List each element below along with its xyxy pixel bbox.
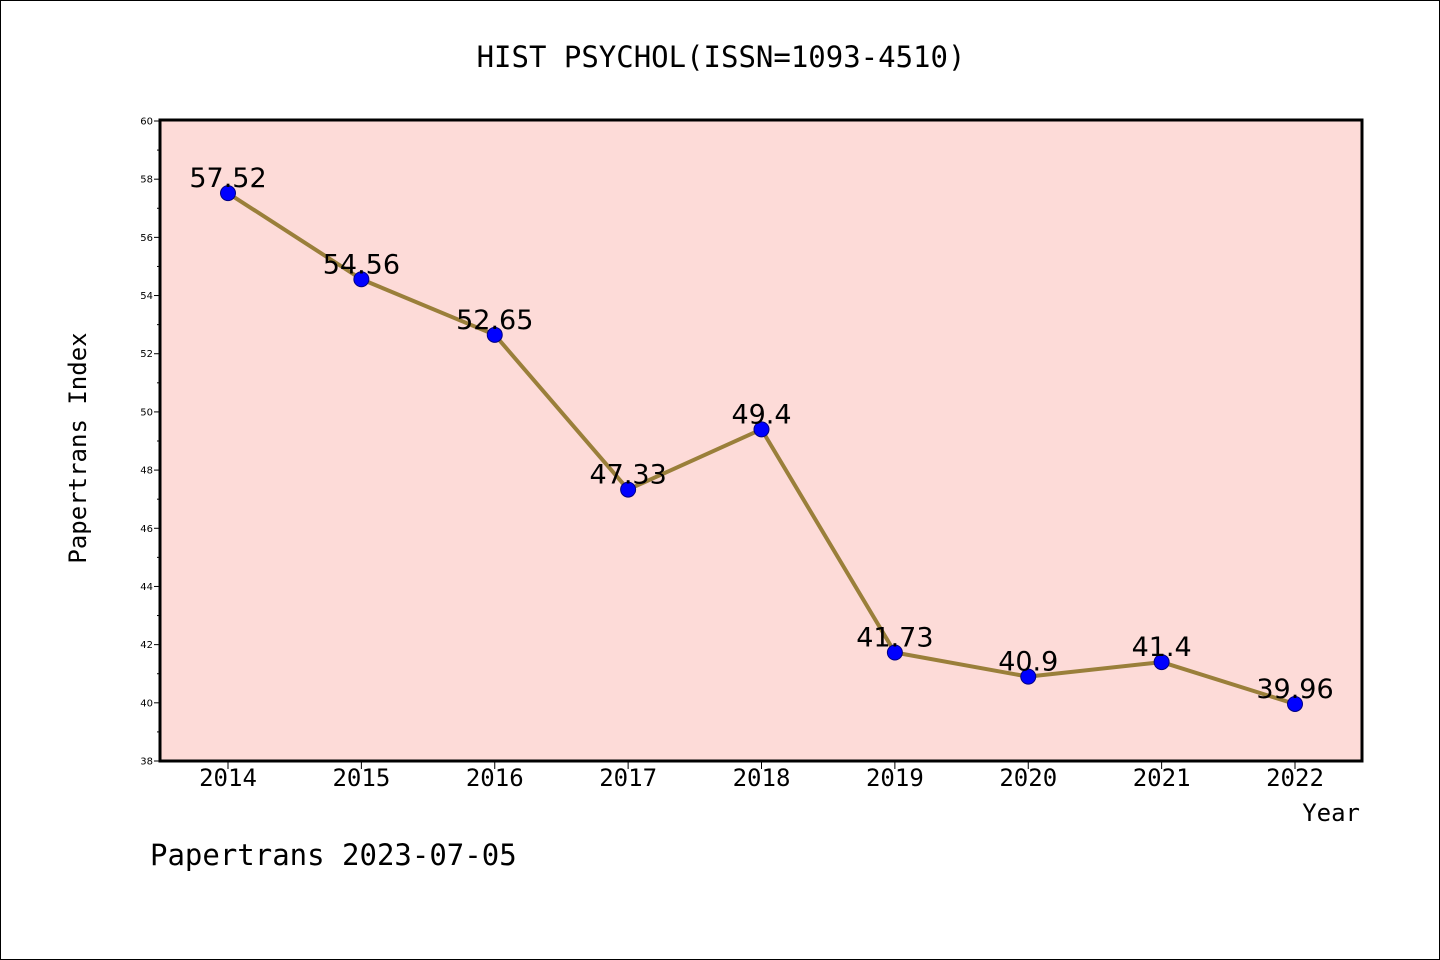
data-point <box>1153 654 1170 671</box>
x-tick-label: 2018 <box>733 764 791 792</box>
data-point <box>886 644 903 661</box>
data-label: 49.4 <box>731 399 791 430</box>
data-point <box>753 421 770 438</box>
y-tick-label: 38 <box>140 757 153 768</box>
y-tick-label: 56 <box>140 233 153 244</box>
data-point <box>220 185 236 202</box>
data-label: 47.33 <box>589 460 666 491</box>
data-label: 54.56 <box>323 249 400 280</box>
data-point <box>620 481 637 498</box>
x-tick-label: 2022 <box>1266 764 1324 792</box>
data-label: 41.73 <box>856 622 933 653</box>
x-tick-label: 2014 <box>199 764 257 792</box>
y-tick-label: 46 <box>140 524 153 535</box>
y-tick-label: 58 <box>140 175 153 186</box>
data-label: 57.52 <box>189 163 266 194</box>
data-label: 39.96 <box>1256 674 1333 705</box>
y-tick-label: 40 <box>140 698 153 709</box>
data-point <box>353 271 370 288</box>
x-axis: 2014 2015 2016 2017 2018 2019 2020 2021 2022 <box>199 761 1324 792</box>
x-tick-label: 2019 <box>866 764 924 792</box>
y-tick-label: 54 <box>140 291 153 302</box>
data-point <box>486 326 503 343</box>
data-point <box>1020 668 1037 685</box>
x-tick-label: 2021 <box>1133 764 1191 792</box>
x-axis-label: Year <box>1302 799 1360 827</box>
data-label: 40.9 <box>998 647 1058 678</box>
chart-title: HIST PSYCHOL(ISSN=1093-4510) <box>477 40 966 74</box>
data-point <box>1287 695 1303 712</box>
y-tick-label: 42 <box>140 640 153 651</box>
y-tick-label: 60 <box>140 117 153 128</box>
x-tick-label: 2015 <box>332 764 390 792</box>
series-line-group: 57.52 54.56 52.65 47.33 49.4 41.73 40.9 41.4 39.… <box>189 163 1334 712</box>
y-axis: 38 40 42 44 46 48 50 52 54 56 58 60 <box>140 117 161 768</box>
x-tick-label: 2020 <box>999 764 1057 792</box>
x-tick-label: 2017 <box>599 764 657 792</box>
footer-text: Papertrans 2023-07-05 <box>150 838 517 872</box>
y-tick-label: 44 <box>140 582 153 593</box>
data-label: 52.65 <box>456 305 533 336</box>
y-tick-label: 50 <box>140 407 153 418</box>
plot-area <box>158 118 1364 763</box>
y-tick-label: 52 <box>140 349 153 360</box>
y-tick-label: 48 <box>140 466 153 477</box>
y-axis-label: Papertrans Index <box>64 332 92 563</box>
data-label: 41.4 <box>1132 632 1192 663</box>
x-tick-label: 2016 <box>466 764 524 792</box>
